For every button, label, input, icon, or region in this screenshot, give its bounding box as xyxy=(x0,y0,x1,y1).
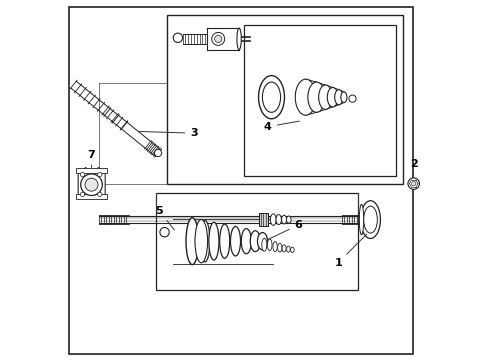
Ellipse shape xyxy=(307,82,325,112)
Text: 1: 1 xyxy=(333,234,366,268)
Text: 3: 3 xyxy=(139,128,198,138)
Ellipse shape xyxy=(195,220,207,263)
Ellipse shape xyxy=(286,246,289,252)
Ellipse shape xyxy=(272,242,277,252)
Circle shape xyxy=(98,192,102,197)
Bar xyxy=(156,193,357,290)
Ellipse shape xyxy=(241,229,251,254)
Ellipse shape xyxy=(237,28,241,50)
Ellipse shape xyxy=(290,247,294,253)
Ellipse shape xyxy=(270,214,276,225)
Text: 5: 5 xyxy=(155,206,174,230)
Bar xyxy=(76,194,106,199)
Circle shape xyxy=(160,228,169,237)
Circle shape xyxy=(366,215,374,224)
Polygon shape xyxy=(78,167,105,196)
Circle shape xyxy=(214,35,222,42)
Ellipse shape xyxy=(267,239,271,251)
Circle shape xyxy=(98,172,102,177)
Ellipse shape xyxy=(230,226,240,256)
Ellipse shape xyxy=(250,231,260,252)
Text: 7: 7 xyxy=(87,150,95,167)
Ellipse shape xyxy=(363,206,377,233)
Ellipse shape xyxy=(286,216,290,223)
Text: 6: 6 xyxy=(266,220,302,240)
Ellipse shape xyxy=(360,201,380,239)
Ellipse shape xyxy=(258,76,284,119)
Ellipse shape xyxy=(261,238,266,251)
Ellipse shape xyxy=(334,90,342,105)
Ellipse shape xyxy=(318,85,332,109)
Ellipse shape xyxy=(359,204,363,235)
Circle shape xyxy=(411,181,415,186)
Circle shape xyxy=(81,174,102,195)
Circle shape xyxy=(348,95,355,102)
Circle shape xyxy=(154,149,162,157)
Ellipse shape xyxy=(219,224,229,258)
Ellipse shape xyxy=(282,245,285,252)
Ellipse shape xyxy=(257,233,267,250)
Bar xyxy=(167,15,402,184)
Text: 4: 4 xyxy=(264,121,299,132)
Ellipse shape xyxy=(200,220,209,262)
Ellipse shape xyxy=(340,92,346,103)
Ellipse shape xyxy=(208,222,219,260)
Circle shape xyxy=(211,32,224,45)
Ellipse shape xyxy=(326,87,337,107)
Text: 2: 2 xyxy=(409,159,417,175)
Ellipse shape xyxy=(262,82,280,112)
Ellipse shape xyxy=(185,218,198,265)
Ellipse shape xyxy=(277,243,282,252)
Bar xyxy=(76,168,106,173)
Circle shape xyxy=(85,178,98,191)
Circle shape xyxy=(407,178,419,189)
Ellipse shape xyxy=(295,79,316,115)
Circle shape xyxy=(80,192,84,197)
Bar xyxy=(258,213,267,226)
Ellipse shape xyxy=(281,215,286,224)
Bar xyxy=(244,25,395,176)
Ellipse shape xyxy=(275,215,281,225)
Circle shape xyxy=(80,172,84,177)
Circle shape xyxy=(173,33,182,42)
